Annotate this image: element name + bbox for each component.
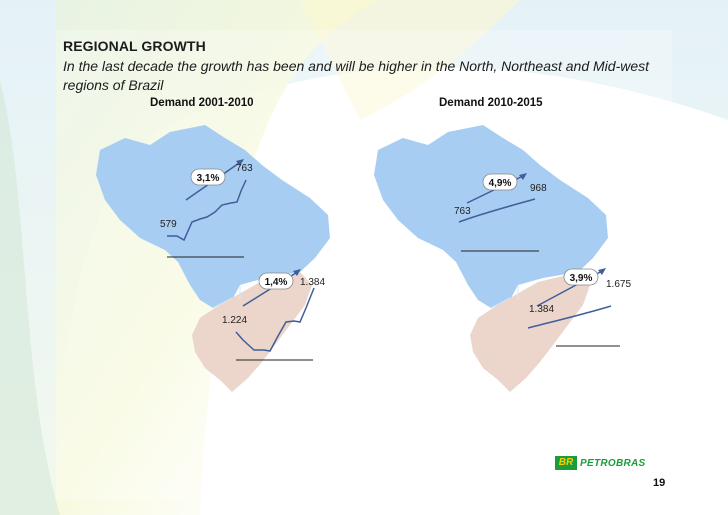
map-inner-border	[212, 285, 241, 309]
north-start-value: 579	[160, 219, 177, 230]
south-chart: 1,4% 1.224 1.384	[222, 269, 325, 361]
north-trend-line	[458, 198, 536, 223]
south-end-value: 1.675	[606, 279, 631, 290]
south-growth-label: 1,4%	[265, 277, 288, 288]
south-trend-line	[527, 305, 612, 329]
north-start-value: 763	[454, 206, 471, 217]
slide-title: REGIONAL GROWTH	[63, 38, 206, 54]
south-growth-badge	[563, 268, 599, 286]
north-chart: 4,9% 763 968	[454, 173, 547, 252]
north-growth-badge	[482, 173, 518, 191]
north-trend-line	[167, 179, 247, 242]
brazil-south-region	[470, 272, 590, 392]
south-start-value: 1.384	[529, 304, 554, 315]
brazil-south-region	[192, 272, 312, 392]
map-2001-2010: 3,1% 579 763 1,4% 1.224 1.384	[96, 125, 330, 392]
north-end-value: 968	[530, 183, 547, 194]
south-growth-label: 3,9%	[570, 273, 593, 284]
map-2010-2015: 4,9% 763 968 3,9% 1.384 1.675	[374, 125, 631, 392]
map-inner-border	[490, 285, 519, 309]
south-end-value: 1.384	[300, 277, 325, 288]
north-growth-label: 4,9%	[489, 178, 512, 189]
north-growth-arrowhead	[519, 173, 527, 180]
south-growth-badge	[258, 272, 294, 290]
north-growth-badge	[190, 168, 226, 186]
south-trend-line	[235, 287, 315, 352]
south-chart: 3,9% 1.384 1.675	[527, 268, 631, 347]
south-growth-arrowhead	[293, 269, 301, 276]
page-number: 19	[653, 477, 666, 489]
south-growth-arrowhead	[598, 268, 606, 275]
brazil-north-region	[96, 125, 330, 308]
panel-title-2001-2010: Demand 2001-2010	[150, 97, 254, 109]
north-chart: 3,1% 579 763	[160, 159, 253, 258]
panel-title-2010-2015: Demand 2010-2015	[439, 97, 543, 109]
north-end-value: 763	[236, 163, 253, 174]
petrobras-logo: BR PETROBRAS	[555, 456, 645, 470]
north-growth-label: 3,1%	[197, 173, 220, 184]
slide-subtitle: In the last decade the growth has been a…	[63, 58, 650, 93]
brazil-north-region	[374, 125, 608, 308]
south-start-value: 1.224	[222, 315, 247, 326]
north-growth-arrowhead	[236, 159, 244, 166]
logo-wordmark: PETROBRAS	[580, 457, 646, 469]
br-logo-icon: BR	[555, 456, 577, 470]
